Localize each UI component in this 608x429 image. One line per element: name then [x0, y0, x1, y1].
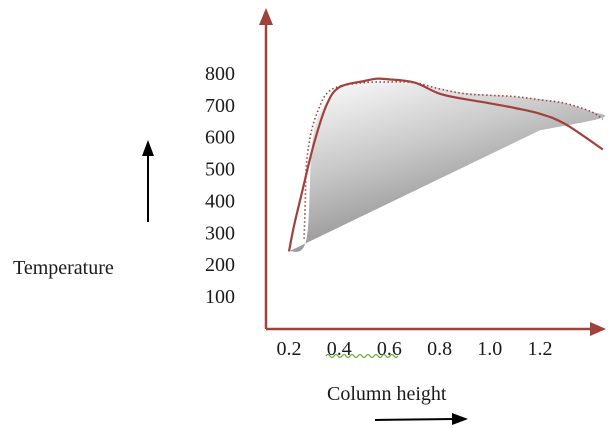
y-tick-labels: 100 200 300 400 500 600 700 800 [205, 63, 235, 308]
y-tick-label: 600 [205, 127, 235, 149]
series-line-dotted [303, 81, 604, 239]
x-tick-label: 0.8 [427, 338, 452, 360]
y-tick-label: 700 [205, 95, 235, 117]
x-axis-arrowhead [590, 322, 606, 336]
x-axis-title: Column height [327, 383, 447, 405]
x-tick-label: 1.2 [528, 338, 553, 360]
wavy-underline [325, 353, 399, 359]
up-arrow-icon [142, 140, 154, 222]
y-tick-label: 100 [205, 286, 235, 308]
series-line-solid [287, 77, 604, 252]
y-tick-label: 800 [205, 63, 235, 85]
y-tick-label: 500 [205, 159, 235, 181]
x-tick-labels: 0.2 0.4 0.6 0.8 1.0 1.2 [277, 338, 553, 360]
x-tick-label: 1.0 [477, 338, 502, 360]
y-tick-label: 400 [205, 190, 235, 212]
y-tick-label: 300 [205, 222, 235, 244]
x-tick-label: 0.2 [277, 338, 302, 360]
shaded-region [289, 81, 606, 252]
right-arrow-icon [374, 413, 468, 425]
y-axis-title: Temperature [13, 257, 114, 279]
y-tick-label: 200 [205, 254, 235, 276]
y-axis-arrowhead [259, 8, 273, 25]
